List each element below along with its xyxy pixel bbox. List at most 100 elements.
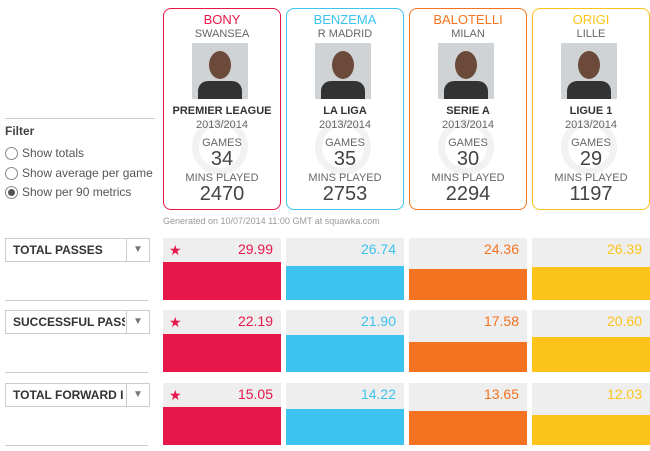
best-star: ★ — [169, 242, 182, 258]
best-star: ★ — [169, 314, 182, 330]
player-card: BALOTELLI MILAN SERIE A 2013/2014 GAMES 30 MIN… — [409, 8, 527, 210]
metric-panel: 21.90 — [286, 310, 404, 372]
shirt — [321, 81, 365, 99]
watermark — [192, 119, 248, 175]
bar — [286, 409, 404, 445]
value-label: 21.90 — [360, 313, 396, 329]
player-name: BENZEMA — [313, 12, 377, 27]
radio[interactable] — [5, 166, 18, 180]
player-photo — [561, 43, 617, 99]
metric-dropdown[interactable]: TOTAL PASSES ▼ — [5, 238, 150, 262]
metric-label: TOTAL FORWARD I — [13, 388, 124, 402]
metric-dropdown[interactable]: TOTAL FORWARD I ▼ — [5, 383, 150, 407]
separator — [5, 300, 148, 301]
player-photo — [315, 43, 371, 99]
league: LA LIGA — [323, 105, 367, 117]
value-label: 26.74 — [360, 241, 396, 257]
metric-panel: 14.22 — [286, 383, 404, 445]
season: 2013/2014 — [196, 119, 248, 131]
player-name: ORIGI — [572, 12, 610, 27]
metric-panel: 20.60 — [532, 310, 650, 372]
separator — [5, 445, 148, 446]
games: 30 — [456, 148, 480, 170]
season: 2013/2014 — [442, 119, 494, 131]
club: MILAN — [451, 28, 485, 40]
value-label: 13.65 — [483, 386, 519, 402]
games-label: GAMES — [448, 137, 488, 149]
mins-label: MINS PLAYED — [185, 172, 259, 184]
mins-label: MINS PLAYED — [308, 172, 382, 184]
dropdown-arrow: ▼ — [126, 239, 149, 261]
games: 35 — [333, 148, 357, 170]
metric-panel: 17.58 — [409, 310, 527, 372]
bar — [409, 341, 527, 372]
mins: 2753 — [322, 183, 368, 205]
player-card: ORIGI LILLE LIGUE 1 2013/2014 GAMES 29 MINS PL… — [532, 8, 650, 210]
bar — [532, 266, 650, 300]
separator — [5, 118, 155, 119]
bar — [532, 336, 650, 372]
radio-label[interactable]: Show average per game — [22, 165, 153, 180]
mins-label: MINS PLAYED — [431, 172, 505, 184]
value-label: 24.36 — [483, 241, 519, 257]
value-label: 22.19 — [237, 313, 273, 329]
radio-dot — [8, 189, 15, 196]
radio[interactable] — [5, 147, 18, 160]
bar — [409, 410, 527, 445]
metric-panel: 13.65 — [409, 383, 527, 445]
head — [332, 51, 354, 79]
generated-note: Generated on 10/07/2014 11:00 GMT at squ… — [163, 216, 380, 226]
league: LIGUE 1 — [569, 105, 613, 117]
radio-label[interactable]: Show per 90 metrics — [22, 185, 132, 199]
player-card: BENZEMA R MADRID LA LIGA 2013/2014 GAMES 35 MI… — [286, 8, 404, 210]
metric-panel: 26.74 — [286, 238, 404, 300]
metric-panel: 22.19 ★ — [163, 310, 281, 372]
best-star: ★ — [169, 387, 182, 403]
metric-panel: 24.36 — [409, 238, 527, 300]
games-label: GAMES — [202, 137, 242, 149]
season: 2013/2014 — [565, 119, 617, 131]
head — [455, 51, 477, 79]
metric-panel: 15.05 ★ — [163, 383, 281, 445]
separator — [5, 372, 148, 373]
league: SERIE A — [446, 105, 490, 117]
games: 34 — [210, 148, 234, 170]
bar — [286, 334, 404, 372]
league: PREMIER LEAGUE — [172, 105, 272, 117]
value-label: 20.60 — [606, 313, 642, 329]
radio-label[interactable]: Show totals — [22, 146, 85, 160]
player-photo — [192, 43, 248, 99]
player-name: BALOTELLI — [433, 12, 503, 27]
head — [209, 51, 231, 79]
value-label: 29.99 — [237, 241, 273, 257]
metric-dropdown[interactable]: SUCCESSFUL PASS ▼ — [5, 310, 150, 334]
watermark — [438, 119, 494, 175]
dropdown-arrow: ▼ — [126, 384, 149, 406]
mins-label: MINS PLAYED — [554, 172, 628, 184]
season: 2013/2014 — [319, 119, 371, 131]
bar — [286, 266, 404, 300]
club: SWANSEA — [194, 28, 250, 40]
bar — [532, 414, 650, 445]
games-label: GAMES — [325, 137, 365, 149]
player-card: BONY SWANSEA PREMIER LEAGUE 2013/2014 GAMES 3… — [163, 8, 281, 210]
bar — [163, 407, 281, 445]
watermark — [315, 119, 371, 175]
value-label: 14.22 — [360, 386, 396, 402]
filter-title: Filter — [5, 124, 35, 138]
value-label: 12.03 — [606, 386, 642, 402]
club: R MADRID — [317, 28, 373, 40]
watermark — [561, 119, 617, 175]
bar — [409, 269, 527, 300]
head — [578, 51, 600, 79]
metric-label: TOTAL PASSES — [13, 243, 103, 257]
mins: 2470 — [199, 183, 245, 205]
shirt — [444, 81, 488, 99]
metric-label: SUCCESSFUL PASS — [13, 315, 125, 329]
value-label: 26.39 — [606, 241, 642, 257]
metric-panel: 29.99 ★ — [163, 238, 281, 300]
club: LILLE — [576, 28, 606, 40]
games-label: GAMES — [571, 137, 611, 149]
bar — [163, 262, 281, 300]
